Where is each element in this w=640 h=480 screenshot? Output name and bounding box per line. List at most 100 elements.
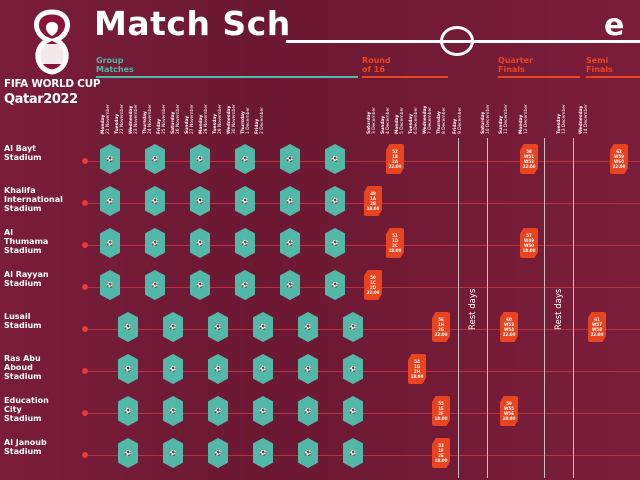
date-column-header: Tuesday 29 November: [212, 82, 223, 136]
group-match-badge[interactable]: ⚽: [298, 396, 318, 426]
group-match-badge[interactable]: ⚽: [235, 144, 255, 174]
group-match-badge[interactable]: ⚽: [118, 396, 138, 426]
group-match-badge[interactable]: ⚽: [163, 312, 183, 342]
group-match-badge[interactable]: ⚽: [343, 354, 363, 384]
row-guide-line: [88, 455, 640, 456]
date-label: Friday 2 December: [255, 107, 265, 134]
knockout-match-badge[interactable]: 49 1A 2B 18:00: [364, 186, 382, 216]
row-marker-dot: [82, 200, 88, 206]
group-match-badge[interactable]: ⚽: [145, 144, 165, 174]
stadium-name: Al Janoub Stadium: [4, 438, 47, 456]
group-match-badge[interactable]: ⚽: [208, 396, 228, 426]
match-time: 22:00: [366, 290, 380, 295]
knockout-match-badge[interactable]: 62 W59 W60 22:00: [610, 144, 628, 174]
group-match-badge[interactable]: ⚽: [253, 354, 273, 384]
match-ball-icon: ⚽: [331, 197, 339, 205]
match-ball-icon: ⚽: [214, 407, 222, 415]
group-match-badge[interactable]: ⚽: [190, 228, 210, 258]
knockout-match-badge[interactable]: 60 W53 W54 22:00: [500, 312, 518, 342]
group-match-badge[interactable]: ⚽: [190, 270, 210, 300]
group-match-badge[interactable]: ⚽: [145, 228, 165, 258]
match-ball-icon: ⚽: [196, 197, 204, 205]
group-match-badge[interactable]: ⚽: [280, 186, 300, 216]
group-match-badge[interactable]: ⚽: [325, 186, 345, 216]
logo-text-qatar: Qatar2022: [4, 92, 78, 107]
knockout-match-badge[interactable]: 59 W55 W56 18:00: [500, 396, 518, 426]
match-number: 61: [594, 317, 600, 322]
group-match-badge[interactable]: ⚽: [208, 312, 228, 342]
group-match-badge[interactable]: ⚽: [208, 354, 228, 384]
group-match-badge[interactable]: ⚽: [190, 186, 210, 216]
group-match-badge[interactable]: ⚽: [253, 396, 273, 426]
match-ball-icon: ⚽: [304, 407, 312, 415]
group-match-badge[interactable]: ⚽: [280, 228, 300, 258]
match-number: 52: [392, 149, 398, 154]
knockout-match-badge[interactable]: 61 W57 W58 22:00: [588, 312, 606, 342]
group-match-badge[interactable]: ⚽: [280, 144, 300, 174]
group-match-badge[interactable]: ⚽: [343, 312, 363, 342]
match-ball-icon: ⚽: [196, 155, 204, 163]
group-match-badge[interactable]: ⚽: [343, 396, 363, 426]
group-match-badge[interactable]: ⚽: [163, 396, 183, 426]
group-match-badge[interactable]: ⚽: [100, 144, 120, 174]
group-match-badge[interactable]: ⚽: [190, 144, 210, 174]
match-ball-icon: ⚽: [151, 155, 159, 163]
group-match-badge[interactable]: ⚽: [253, 312, 273, 342]
group-match-badge[interactable]: ⚽: [100, 270, 120, 300]
group-match-badge[interactable]: ⚽: [298, 354, 318, 384]
match-ball-icon: ⚽: [169, 323, 177, 331]
group-match-badge[interactable]: ⚽: [163, 354, 183, 384]
date-label: Thursday 1 December: [241, 107, 251, 134]
knockout-match-badge[interactable]: 52 1B 2A 22:00: [386, 144, 404, 174]
group-match-badge[interactable]: ⚽: [163, 438, 183, 468]
match-ball-icon: ⚽: [331, 155, 339, 163]
stadium-name: Al Thumama Stadium: [4, 228, 49, 255]
knockout-match-badge[interactable]: 51 1D 2C 18:00: [386, 228, 404, 258]
date-value: 23 November: [134, 104, 139, 134]
match-ball-icon: ⚽: [124, 407, 132, 415]
group-match-badge[interactable]: ⚽: [100, 228, 120, 258]
group-match-badge[interactable]: ⚽: [100, 186, 120, 216]
knockout-match-badge[interactable]: 50 1C 2D 22:00: [364, 270, 382, 300]
group-match-badge[interactable]: ⚽: [325, 270, 345, 300]
date-value: 14 December: [584, 104, 589, 134]
date-column-header: Friday 9 December: [452, 82, 463, 136]
group-match-badge[interactable]: ⚽: [298, 438, 318, 468]
date-column-header: Monday 28 November: [198, 82, 209, 136]
knockout-match-badge[interactable]: 58 W51 W52 22:00: [520, 144, 538, 174]
group-match-badge[interactable]: ⚽: [280, 270, 300, 300]
group-match-badge[interactable]: ⚽: [343, 438, 363, 468]
group-match-badge[interactable]: ⚽: [235, 270, 255, 300]
match-ball-icon: ⚽: [169, 449, 177, 457]
group-match-badge[interactable]: ⚽: [253, 438, 273, 468]
knockout-match-badge[interactable]: 53 1F 2E 18:00: [432, 438, 450, 468]
match-time: 22:00: [612, 164, 626, 169]
group-match-badge[interactable]: ⚽: [208, 438, 228, 468]
stadium-name: Al Bayt Stadium: [4, 144, 42, 162]
match-ball-icon: ⚽: [259, 407, 267, 415]
match-ball-icon: ⚽: [124, 365, 132, 373]
match-ball-icon: ⚽: [259, 449, 267, 457]
date-label: Monday 12 December: [519, 104, 529, 134]
group-match-badge[interactable]: ⚽: [235, 228, 255, 258]
knockout-match-badge[interactable]: 56 1H 2G 22:00: [432, 312, 450, 342]
group-match-badge[interactable]: ⚽: [118, 312, 138, 342]
date-column-header: Wednesday 14 December: [578, 82, 589, 136]
knockout-match-badge[interactable]: 57 W49 W50 18:00: [520, 228, 538, 258]
group-match-badge[interactable]: ⚽: [325, 144, 345, 174]
group-match-badge[interactable]: ⚽: [298, 312, 318, 342]
date-label: Monday 28 November: [199, 104, 209, 134]
group-match-badge[interactable]: ⚽: [235, 186, 255, 216]
date-value: 1 December: [246, 107, 251, 134]
match-pairing: W51 W52: [524, 154, 534, 164]
date-value: 8 December: [442, 107, 447, 134]
row-marker-dot: [82, 368, 88, 374]
knockout-match-badge[interactable]: 55 1E 2F 18:00: [432, 396, 450, 426]
group-match-badge[interactable]: ⚽: [118, 354, 138, 384]
knockout-match-badge[interactable]: 54 1G 2H 18:00: [408, 354, 426, 384]
group-match-badge[interactable]: ⚽: [145, 270, 165, 300]
match-time: 18:00: [410, 374, 424, 379]
group-match-badge[interactable]: ⚽: [145, 186, 165, 216]
group-match-badge[interactable]: ⚽: [325, 228, 345, 258]
group-match-badge[interactable]: ⚽: [118, 438, 138, 468]
